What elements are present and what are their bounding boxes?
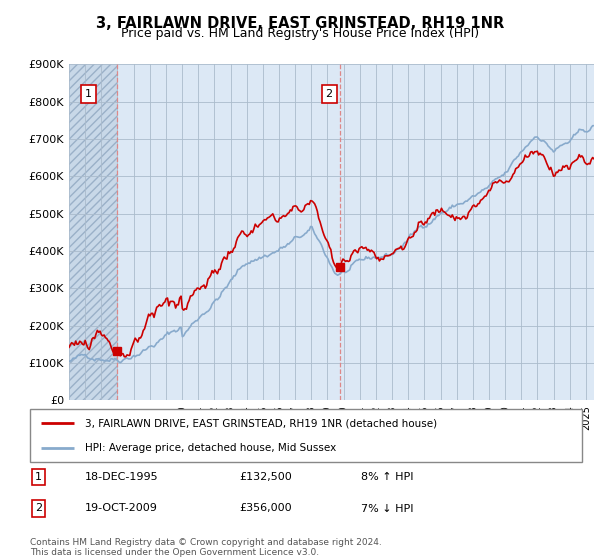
Text: 1: 1 [85,89,92,99]
Text: 19-OCT-2009: 19-OCT-2009 [85,503,158,514]
Text: 7% ↓ HPI: 7% ↓ HPI [361,503,414,514]
Text: Contains HM Land Registry data © Crown copyright and database right 2024.
This d: Contains HM Land Registry data © Crown c… [30,538,382,557]
Text: 1: 1 [35,472,42,482]
Text: 2: 2 [35,503,42,514]
Text: 2: 2 [326,89,332,99]
Text: 18-DEC-1995: 18-DEC-1995 [85,472,159,482]
Text: £356,000: £356,000 [240,503,292,514]
Text: Price paid vs. HM Land Registry's House Price Index (HPI): Price paid vs. HM Land Registry's House … [121,27,479,40]
Text: 3, FAIRLAWN DRIVE, EAST GRINSTEAD, RH19 1NR: 3, FAIRLAWN DRIVE, EAST GRINSTEAD, RH19 … [96,16,504,31]
Text: 8% ↑ HPI: 8% ↑ HPI [361,472,414,482]
Text: 3, FAIRLAWN DRIVE, EAST GRINSTEAD, RH19 1NR (detached house): 3, FAIRLAWN DRIVE, EAST GRINSTEAD, RH19 … [85,418,437,428]
Text: £132,500: £132,500 [240,472,293,482]
FancyBboxPatch shape [30,409,582,462]
Text: HPI: Average price, detached house, Mid Sussex: HPI: Average price, detached house, Mid … [85,442,337,452]
